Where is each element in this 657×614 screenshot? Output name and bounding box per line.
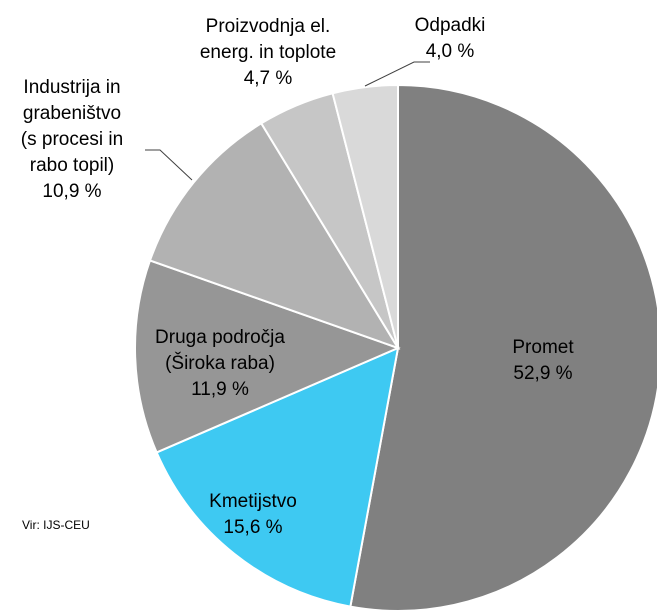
slice-label: Odpadki 4,0 % <box>415 13 486 65</box>
value-label: 4,7 % <box>243 68 293 89</box>
value-label: 10,9 % <box>42 181 102 202</box>
source: Vir: IJS-CEU <box>22 518 90 532</box>
category-label: Industrija in grabeništvo (s procesi in … <box>20 77 124 176</box>
pie-slice <box>331 83 399 349</box>
leader-line <box>145 149 193 181</box>
pie-slice <box>148 121 401 350</box>
slice-label: Kmetijstvo 15,6 % <box>209 489 297 541</box>
category-label: Promet <box>512 337 574 358</box>
pie-slice <box>134 259 401 454</box>
leader-line <box>364 61 430 87</box>
slice-label: Proizvodnja el. energ. in toplote 4,7 % <box>200 14 336 92</box>
slice-label: Druga področja (Široka raba) 11,9 % <box>155 325 285 403</box>
value-label: 15,6 % <box>223 517 283 538</box>
slice-label: Promet 52,9 % <box>512 335 573 387</box>
category-label: Proizvodnja el. energ. in toplote <box>199 16 337 63</box>
category-label: Druga področja (Široka raba) <box>155 327 285 374</box>
value-label: 11,9 % <box>191 379 249 400</box>
category-label: Kmetijstvo <box>209 491 297 512</box>
value-label: 4,0 % <box>425 41 475 62</box>
category-label: Odpadki <box>414 15 486 36</box>
pie-slice <box>155 346 400 608</box>
pie-slice <box>349 83 657 612</box>
slice-label: Industrija in grabeništvo (s procesi in … <box>21 75 123 205</box>
value-label: 52,9 % <box>513 363 573 384</box>
